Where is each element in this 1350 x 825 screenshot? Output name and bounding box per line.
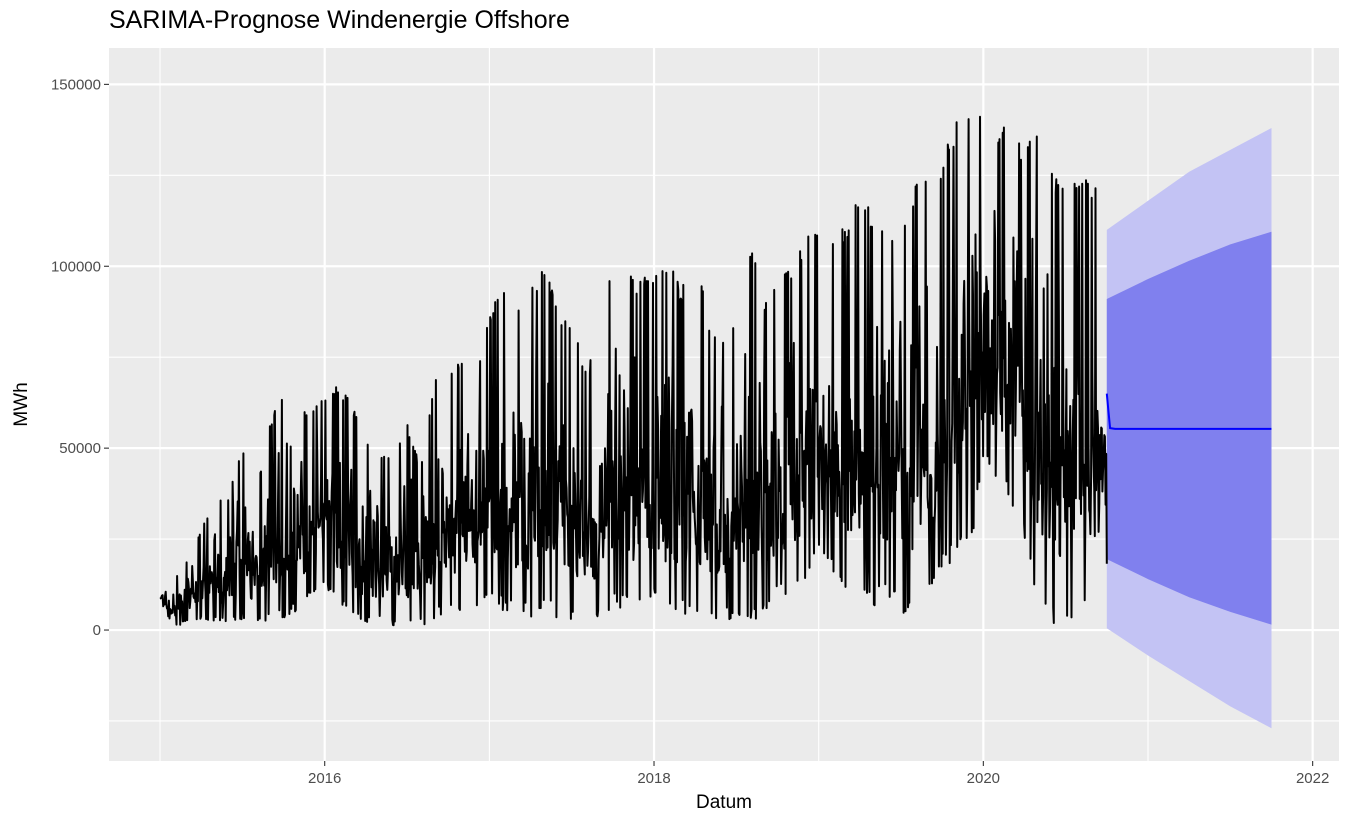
y-tick-label: 100000 <box>51 258 101 275</box>
x-axis-title: Datum <box>696 792 752 813</box>
y-tick-label: 150000 <box>51 76 101 93</box>
forecast-mean-line <box>1105 393 1272 430</box>
x-tick-label: 2022 <box>1296 770 1329 787</box>
y-tick-label: 0 <box>93 622 101 639</box>
x-tick-label: 2018 <box>637 770 670 787</box>
observed-series-line <box>159 115 1108 627</box>
y-tick-label: 50000 <box>59 440 101 457</box>
axes: 2016 2018 2020 2022 0 50000 100000 150000 <box>51 76 1329 787</box>
chart-title: SARIMA-Prognose Windenergie Offshore <box>109 6 570 34</box>
y-axis-title: MWh <box>11 382 32 426</box>
x-tick-label: 2020 <box>967 770 1000 787</box>
x-tick-label: 2016 <box>308 770 341 787</box>
series-layer <box>159 115 1272 627</box>
